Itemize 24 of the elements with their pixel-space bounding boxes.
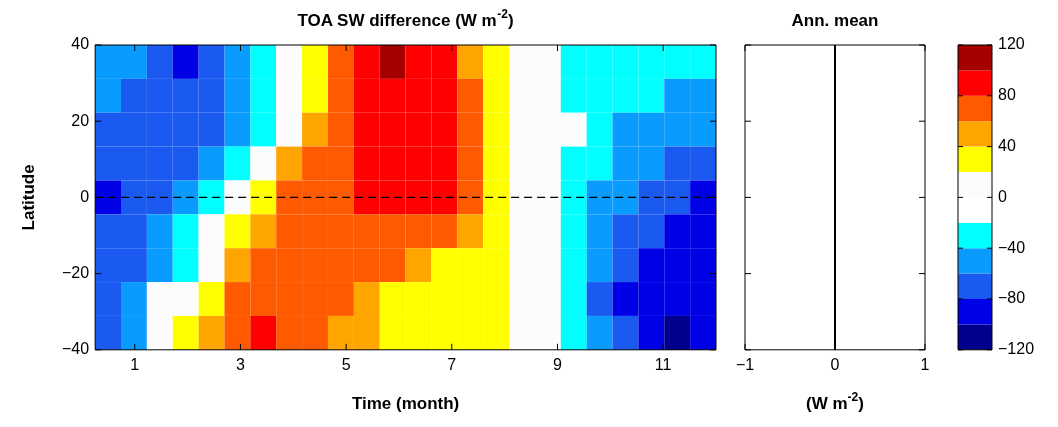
x-tick-label: 5	[341, 355, 351, 373]
x-tick-label: 1	[920, 355, 930, 373]
y-tick-label: 0	[80, 187, 90, 205]
x-axis-title: Time (month)	[351, 394, 460, 414]
y-tick-label: −20	[62, 264, 90, 282]
y-tick-label: −40	[62, 340, 90, 358]
x-tick-label: 1	[130, 355, 140, 373]
x-tick-label: 0	[830, 355, 840, 373]
color-bar-label: 80	[998, 86, 1016, 104]
color-bar-label: 0	[998, 187, 1007, 205]
x-tick-label: 7	[447, 355, 457, 373]
chart-title: Ann. mean	[791, 10, 879, 30]
y-tick-label: 20	[71, 111, 90, 129]
color-bar-label: −80	[998, 289, 1026, 307]
x-tick-label: −1	[735, 355, 755, 373]
color-bar-label: −120	[998, 340, 1035, 358]
color-bar-label: −40	[998, 238, 1026, 256]
color-bar-label: 40	[998, 137, 1016, 155]
y-axis-title: Latitude	[18, 164, 38, 231]
x-tick-label: 9	[553, 355, 563, 373]
x-tick-label: 11	[654, 355, 672, 373]
y-tick-label: 40	[71, 35, 90, 53]
x-tick-label: 3	[236, 355, 245, 373]
color-bar-label: 120	[998, 35, 1025, 53]
